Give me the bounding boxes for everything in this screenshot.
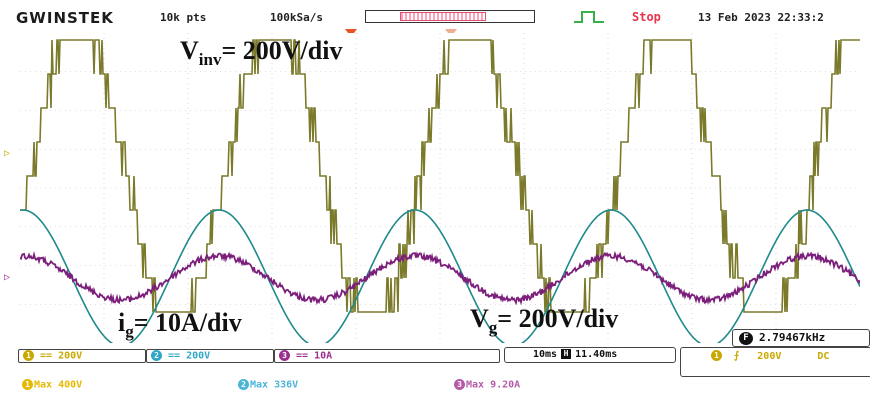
measurement-ch3-max: 3 Max 9.20A — [454, 379, 520, 391]
timebase-status[interactable]: 10ms H 11.40ms — [504, 347, 676, 363]
frequency-counter[interactable]: F 2.79467kHz — [732, 329, 870, 347]
ch1-offset-marker[interactable]: ▷ — [4, 148, 11, 159]
waveform-plot — [20, 33, 860, 343]
ch2-status[interactable]: 2 == 200V — [146, 349, 274, 363]
trigger-edge-icon — [574, 11, 604, 23]
waveform-display — [20, 33, 860, 343]
bottom-status-bar: 1 == 200V 2 == 200V 3 == 10A 10ms H 11.40ms 1… — [0, 329, 870, 405]
trigger-source-badge: 1 — [711, 350, 722, 361]
top-status-bar: GWINSTEK 10k pts 100kSa/s Stop 13 Feb 20… — [0, 0, 870, 30]
ch3-offset-marker[interactable]: ▷ — [4, 272, 11, 283]
vinv-waveform — [20, 39, 860, 313]
record-length: 10k pts — [160, 11, 207, 24]
vg-scale-annotation: Vg= 200V/div — [470, 304, 619, 338]
ig-waveform — [20, 250, 860, 306]
sample-rate: 100kSa/s — [270, 11, 323, 24]
memory-window-indicator — [400, 12, 486, 21]
ch3-status[interactable]: 3 == 10A — [274, 349, 500, 363]
frequency-icon: F — [739, 331, 753, 345]
date-time: 13 Feb 2023 22:33:2 — [698, 11, 824, 24]
rising-edge-icon: ⨍ — [734, 350, 740, 362]
horizontal-position-icon: H — [561, 349, 572, 359]
vinv-scale-annotation: Vinv= 200V/div — [180, 36, 343, 70]
ch2-vg-trace — [20, 209, 860, 343]
vg-waveform — [20, 209, 860, 343]
measurement-ch1-max: 1 Max 400V — [22, 379, 82, 391]
ch1-vinv-trace — [20, 39, 860, 313]
trigger-status[interactable]: 1 ⨍ 200V DC — [680, 347, 870, 377]
ch1-status[interactable]: 1 == 200V — [18, 349, 146, 363]
ig-scale-annotation: ig= 10A/div — [118, 308, 242, 342]
brand-logo: GWINSTEK — [16, 9, 114, 27]
ch3-ig-trace — [20, 250, 860, 306]
measurement-ch2-max: 2 Max 336V — [238, 379, 298, 391]
run-stop-status[interactable]: Stop — [632, 10, 661, 24]
